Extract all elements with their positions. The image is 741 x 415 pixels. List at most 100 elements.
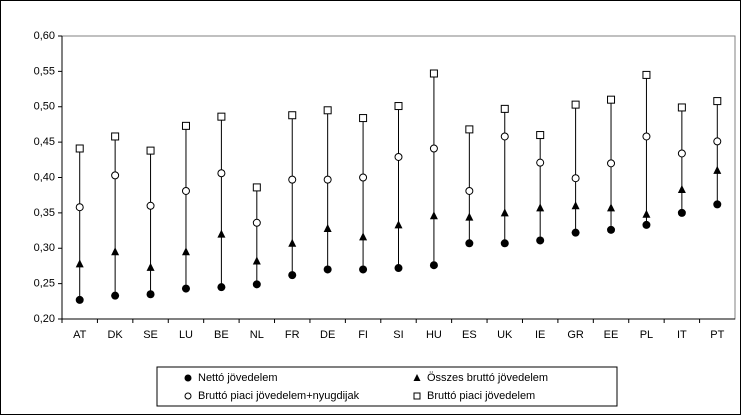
dot — [607, 159, 616, 168]
dot — [217, 169, 226, 178]
dot — [536, 236, 545, 245]
y-tick-label: 0,40 — [34, 171, 55, 183]
square — [323, 106, 332, 115]
dot — [75, 295, 84, 304]
y-tick-label: 0,35 — [34, 207, 55, 219]
triangle — [111, 247, 120, 256]
dot — [677, 208, 686, 217]
square — [500, 104, 509, 113]
square — [642, 70, 651, 79]
dot — [111, 171, 120, 180]
x-tick-label: LU — [179, 329, 193, 341]
triangle — [607, 203, 616, 212]
dot — [642, 220, 651, 229]
x-tick-label: IT — [677, 329, 687, 341]
x-tick-label: UK — [497, 329, 513, 341]
dot — [429, 144, 438, 153]
square — [429, 69, 438, 78]
dot — [288, 271, 297, 280]
dot — [359, 173, 368, 182]
triangle — [75, 259, 84, 268]
dot — [713, 200, 722, 209]
dot — [677, 149, 686, 158]
dot — [323, 175, 332, 184]
square — [607, 95, 616, 104]
triangle — [713, 165, 722, 174]
dot — [394, 152, 403, 161]
dot — [288, 175, 297, 184]
dot — [500, 239, 509, 248]
x-tick-label: FR — [285, 329, 300, 341]
triangle — [181, 247, 190, 256]
legend-label: Összes bruttó jövedelem — [427, 372, 548, 384]
square — [536, 131, 545, 140]
dot — [359, 265, 368, 274]
square — [217, 112, 226, 121]
square — [713, 97, 722, 106]
triangle — [536, 203, 545, 212]
square — [394, 102, 403, 111]
x-tick-label: GR — [567, 329, 584, 341]
square — [677, 103, 686, 112]
x-tick-label: FI — [358, 329, 368, 341]
dot — [181, 284, 190, 293]
dot — [75, 203, 84, 212]
x-tick-label: EE — [604, 329, 619, 341]
x-tick-label: PL — [640, 329, 653, 341]
dot — [252, 218, 261, 227]
dot — [429, 261, 438, 270]
dot — [323, 265, 332, 274]
square — [111, 132, 120, 141]
y-tick-label: 0,45 — [34, 136, 55, 148]
square — [359, 114, 368, 123]
dot — [607, 225, 616, 234]
y-tick-label: 0,30 — [34, 242, 55, 254]
dot — [181, 186, 190, 195]
triangle — [252, 256, 261, 265]
triangle — [642, 209, 651, 218]
triangle — [323, 223, 332, 232]
legend-label: Bruttó piaci jövedelem — [427, 390, 535, 402]
dot — [642, 132, 651, 141]
square — [288, 111, 297, 120]
y-tick-label: 0,20 — [34, 313, 55, 325]
triangle — [500, 208, 509, 217]
triangle — [465, 212, 474, 221]
triangle — [571, 201, 580, 210]
dot — [500, 132, 509, 141]
y-tick-label: 0,55 — [34, 65, 55, 77]
x-tick-label: AT — [73, 329, 87, 341]
triangle — [217, 229, 226, 238]
x-tick-label: DE — [320, 329, 335, 341]
dot — [465, 239, 474, 248]
x-tick-label: BE — [214, 329, 229, 341]
dot — [146, 201, 155, 210]
dot — [394, 264, 403, 273]
x-tick-label: NL — [250, 329, 264, 341]
x-tick-label: DK — [107, 329, 123, 341]
dot — [571, 174, 580, 183]
x-tick-label: ES — [462, 329, 477, 341]
triangle — [146, 262, 155, 271]
y-tick-label: 0,60 — [34, 30, 55, 42]
x-tick-label: HU — [426, 329, 442, 341]
dot — [252, 280, 261, 289]
square — [75, 144, 84, 153]
square — [146, 146, 155, 155]
x-tick-label: SI — [393, 329, 403, 341]
legend-label: Nettó jövedelem — [198, 372, 278, 384]
legend-box — [156, 366, 618, 407]
dot — [536, 158, 545, 167]
triangle — [288, 238, 297, 247]
y-tick-label: 0,50 — [34, 101, 55, 113]
square — [181, 121, 190, 130]
triangle — [429, 211, 438, 220]
dot — [217, 283, 226, 292]
legend-label: Bruttó piaci jövedelem+nyugdijak — [198, 390, 360, 402]
dot — [111, 291, 120, 300]
x-tick-label: PT — [710, 329, 724, 341]
triangle — [359, 232, 368, 241]
dot — [571, 228, 580, 237]
triangle — [677, 185, 686, 194]
